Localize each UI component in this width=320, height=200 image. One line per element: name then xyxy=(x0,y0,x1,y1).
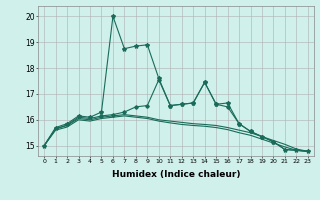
X-axis label: Humidex (Indice chaleur): Humidex (Indice chaleur) xyxy=(112,170,240,179)
